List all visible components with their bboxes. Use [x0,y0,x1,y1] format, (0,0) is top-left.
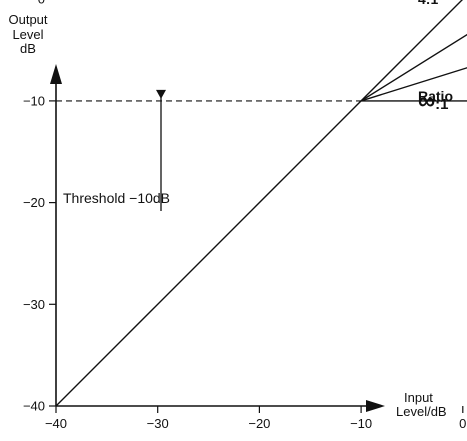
y-tick-label: 0 [38,0,45,7]
x-axis-label-line: Level/dB [396,404,447,419]
series-lines [55,0,467,407]
x-axis-arrow [366,400,385,412]
y-tick-label: −40 [23,399,45,414]
y-axis-label-line: dB [20,41,36,56]
x-tick-label: 0 [459,416,466,431]
legend-title: Ratio [418,88,453,104]
ticks: −40−30−20−100+10+20−40−30−20−100+10+20 [23,0,466,431]
y-tick-label: −10 [23,93,45,108]
y-tick-label: −30 [23,297,45,312]
y-axis-label-line: Level [12,27,43,42]
x-axis-label-line: Input [404,390,433,405]
y-axis-label-line: Output [8,12,47,27]
x-tick-label: −30 [147,416,169,431]
threshold-label: Threshold −10dB [63,190,170,206]
x-tick-label: −20 [248,416,270,431]
x-tick-label: −40 [45,416,67,431]
threshold-annotation: Threshold −10dB [56,89,362,211]
series-label: ∞:1 [418,88,448,115]
x-tick-label: −10 [350,416,372,431]
series-label: 4:1 [418,0,438,7]
y-axis-arrow [50,64,62,84]
series-line [360,67,467,102]
y-tick-label: −20 [23,195,45,210]
threshold-arrow-head [156,89,166,99]
series-line [360,33,467,102]
